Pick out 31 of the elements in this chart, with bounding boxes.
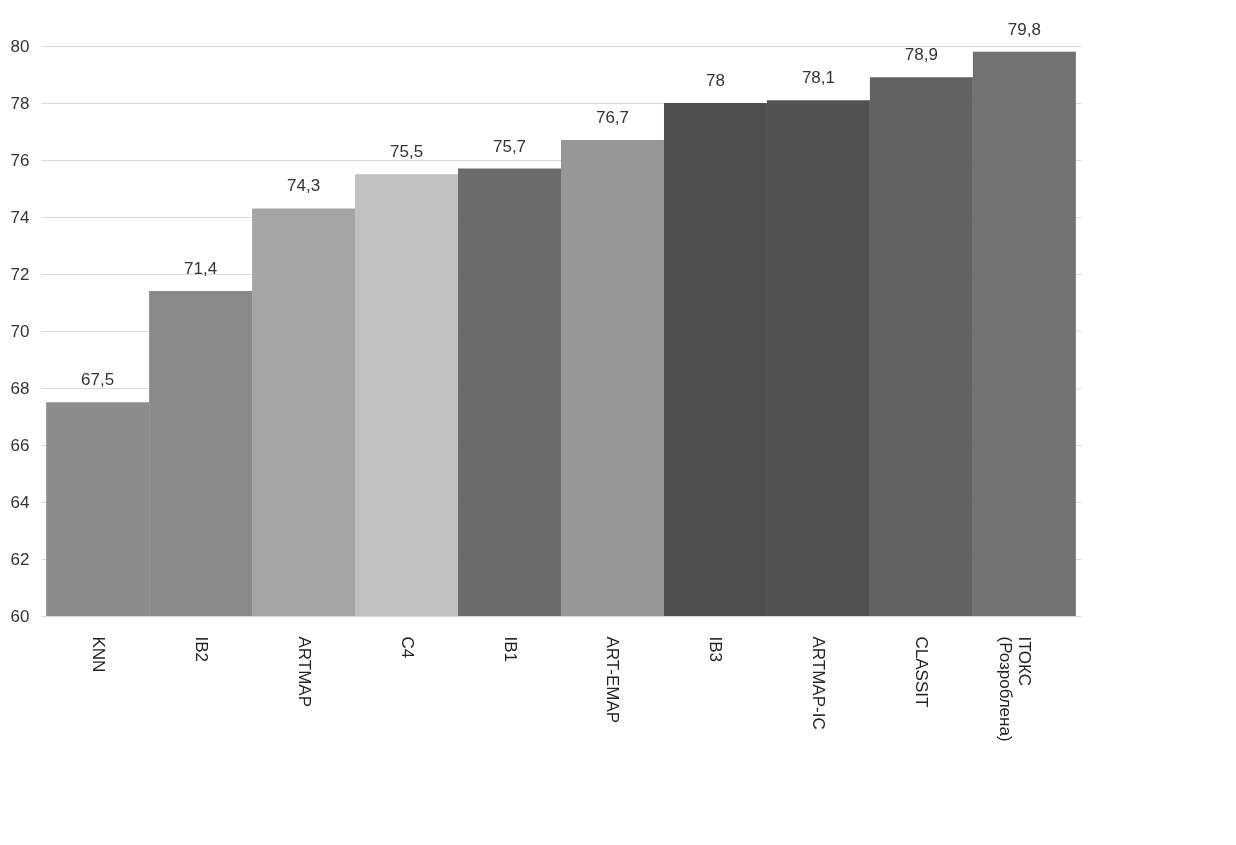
x-tick-label: ARTMAP <box>294 636 314 708</box>
data-label: 74,3 <box>287 176 321 196</box>
x-tick-label: ART-EMAP <box>603 636 623 724</box>
data-label: 76,7 <box>595 108 630 128</box>
x-tick-label: CLASSIT <box>912 636 932 708</box>
y-tick-label: 78 <box>10 93 30 113</box>
data-label: 78,9 <box>904 45 938 65</box>
x-tick-label: ARTMAP-IC <box>809 636 829 730</box>
data-label: 78 <box>705 71 725 90</box>
x-tick-label: IB1 <box>500 636 520 663</box>
data-label: 78,1 <box>801 68 835 88</box>
data-label: 79,8 <box>1007 19 1041 39</box>
y-tick-label: 72 <box>10 264 30 284</box>
y-tick-label: 62 <box>10 549 30 569</box>
y-tick-label: 64 <box>10 492 30 512</box>
y-tick-label: 80 <box>10 36 30 56</box>
x-tick-label: ІТОКС (Розроблена) <box>996 636 1035 742</box>
y-tick-label: 70 <box>10 321 30 341</box>
x-tick-label: IB3 <box>706 636 726 663</box>
data-label: 67,5 <box>81 370 115 390</box>
y-tick-label: 60 <box>10 606 30 626</box>
y-tick-label: 74 <box>10 207 30 227</box>
x-tick-label: IB2 <box>191 636 211 663</box>
data-label: 75,7 <box>492 136 527 156</box>
x-tick-label: C4 <box>397 636 417 659</box>
y-tick-label: 66 <box>10 435 30 455</box>
data-label: 75,5 <box>390 142 424 162</box>
y-tick-label: 76 <box>10 150 30 170</box>
y-tick-label: 68 <box>10 378 30 398</box>
data-label: 71,4 <box>184 259 218 279</box>
x-tick-label: KNN <box>88 636 108 673</box>
